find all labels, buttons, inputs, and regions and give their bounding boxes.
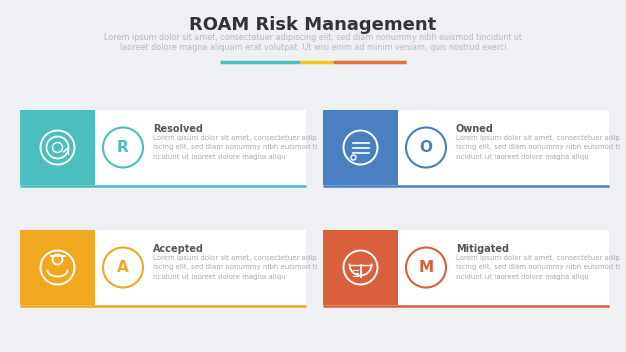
Circle shape xyxy=(103,127,143,168)
Text: Lorem ipsum dolor sit amet, consectetuer adip
iscing elit, sed diam nonummy nibh: Lorem ipsum dolor sit amet, consectetuer… xyxy=(456,135,620,160)
Text: Mitigated: Mitigated xyxy=(456,244,509,254)
FancyBboxPatch shape xyxy=(95,110,306,185)
FancyBboxPatch shape xyxy=(323,110,398,185)
Circle shape xyxy=(406,247,446,288)
Text: M: M xyxy=(418,260,434,275)
Text: Resolved: Resolved xyxy=(153,124,203,134)
Text: ROAM Risk Management: ROAM Risk Management xyxy=(190,16,436,34)
Text: O: O xyxy=(419,140,433,155)
Text: A: A xyxy=(117,260,129,275)
Text: R: R xyxy=(117,140,129,155)
Circle shape xyxy=(406,127,446,168)
Text: Lorem ipsum dolor sit amet, consectetuer adip
iscing elit, sed diam nonummy nibh: Lorem ipsum dolor sit amet, consectetuer… xyxy=(153,255,317,280)
Text: Accepted: Accepted xyxy=(153,244,204,254)
Text: Owned: Owned xyxy=(456,124,494,134)
Text: Lorem ipsum dolor sit amet, consectetuer adip
iscing elit, sed diam nonummy nibh: Lorem ipsum dolor sit amet, consectetuer… xyxy=(456,255,620,280)
FancyBboxPatch shape xyxy=(95,230,306,305)
Text: laoreet dolore magna aliquam erat volutpat. Ut wisi enim ad minim veniam, quis n: laoreet dolore magna aliquam erat volutp… xyxy=(120,43,506,52)
FancyBboxPatch shape xyxy=(398,230,609,305)
Text: Lorem ipsum dolor sit amet, consectetuer adip
iscing elit, sed diam nonummy nibh: Lorem ipsum dolor sit amet, consectetuer… xyxy=(153,135,317,160)
Text: Lorem ipsum dolor sit amet, consectetuer adipiscing elit, sed diam nonummy nibh : Lorem ipsum dolor sit amet, consectetuer… xyxy=(104,33,522,42)
FancyBboxPatch shape xyxy=(20,110,95,185)
FancyBboxPatch shape xyxy=(20,230,95,305)
FancyBboxPatch shape xyxy=(398,110,609,185)
Circle shape xyxy=(103,247,143,288)
FancyBboxPatch shape xyxy=(323,230,398,305)
